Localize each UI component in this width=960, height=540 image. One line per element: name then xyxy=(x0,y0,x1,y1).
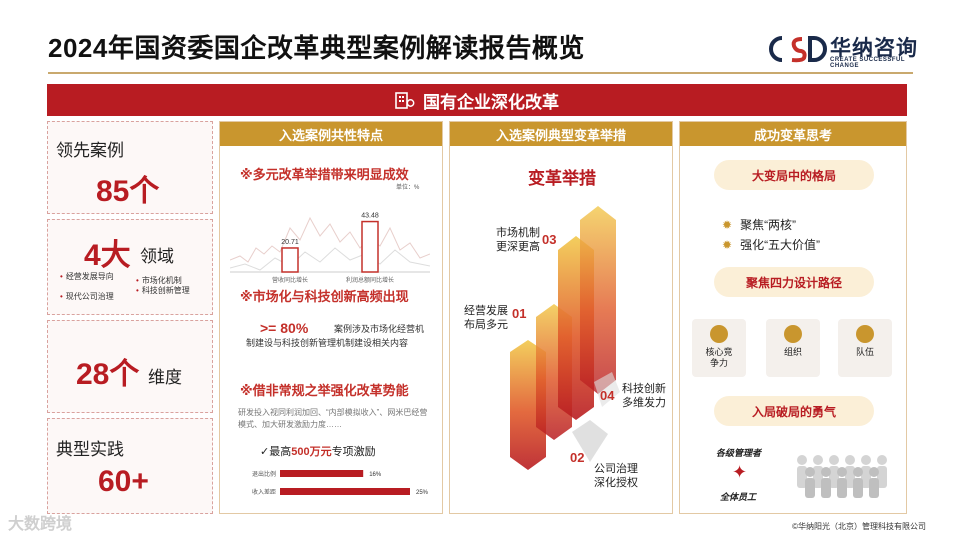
practices-label: 典型实践 xyxy=(56,440,124,459)
category-label: 利润总额同比增长 xyxy=(346,276,394,284)
managers-label: 各级管理者 xyxy=(716,448,762,458)
common-features-panel: 入选案例共性特点 ※多元改革举措带来明显成效 单位：% 20.71 营收同比增长 4… xyxy=(219,121,443,514)
dimensions-label: 维度 xyxy=(148,368,182,387)
title-divider xyxy=(48,72,913,74)
team-icon xyxy=(856,325,874,343)
banner: 国有企业深化改革 xyxy=(47,84,907,116)
leading-cases-label: 领先案例 xyxy=(56,141,124,160)
courage-pill: 入局破局的勇气 xyxy=(714,396,874,426)
success-thinking-panel: 成功变革思考 大变局中的格局 ✹ 聚焦“两核” ✹ 强化“五大价值” 聚焦四力设计路… xyxy=(679,121,907,514)
measure-num-03: 03 xyxy=(542,232,557,247)
copyright: ©华纳阳光（北京）管理科技有限公司 xyxy=(792,522,926,531)
point-item: ✹ 聚焦“两核” xyxy=(722,218,797,232)
measure-num-04: 04 xyxy=(600,388,615,403)
building-icon xyxy=(395,92,415,109)
ascending-bars-graphic xyxy=(510,206,620,470)
chart-bar xyxy=(280,488,410,495)
core-competence-icon xyxy=(710,325,728,343)
stat-text: 案例涉及市场化经营机制建设与科技创新管理机制建设相关内容 xyxy=(246,324,425,348)
measure-item-02: 公司治理 深化授权 xyxy=(594,463,638,489)
dimensions-value: 28个 xyxy=(76,358,140,391)
panel-header: 入选案例共性特点 xyxy=(220,122,442,146)
reward-prefix: ✓最高 xyxy=(260,446,292,458)
domains-value: 4大 xyxy=(84,239,131,272)
measure-item-04: 科技创新 多维发力 xyxy=(622,383,666,409)
bar-value-label: 25% xyxy=(416,490,429,496)
category-label: 营收同比增长 xyxy=(272,276,308,284)
chart-bar xyxy=(281,247,299,273)
force-card: 队伍 xyxy=(838,319,892,377)
domains-box: 4大 领域 经营发展导向 现代公司治理 市场化机制 科技创新管理 xyxy=(47,219,213,315)
measure-item-01: 经营发展 布局多元 xyxy=(464,305,508,331)
domain-item: 经营发展导向 xyxy=(60,272,130,282)
path-pill: 聚焦四力设计路径 xyxy=(714,267,874,297)
company-logo: 华纳咨询 CREATE SUCCESSFUL CHANGE xyxy=(768,32,920,69)
banner-text: 国有企业深化改革 xyxy=(423,92,559,112)
domains-label: 领域 xyxy=(140,247,174,266)
practices-box: 典型实践 60+ xyxy=(47,418,213,514)
domain-item: 科技创新管理 xyxy=(136,286,206,296)
chart-bar xyxy=(361,220,379,273)
reform-measures-panel: 入选案例典型变革举措 变革举措 市场机制 更深更高 03 经营发展 布局多元 0… xyxy=(449,121,673,514)
incentive-chart: 退出比例 16% 收入差距 25% xyxy=(252,470,429,496)
logo-name: 华纳咨询 xyxy=(830,37,918,60)
watermark: 大数跨境 xyxy=(8,516,73,533)
stat-percent: >= 80% xyxy=(260,320,309,336)
category-label: 退出比例 xyxy=(252,470,276,478)
sun-icon: ✹ xyxy=(722,238,733,252)
reward-amount: 500万元 xyxy=(291,446,332,458)
section-heading: ※多元改革举措带来明显成效 xyxy=(240,167,409,182)
category-label: 收入差距 xyxy=(252,488,276,496)
section-heading: ※市场化与科技创新高频出现 xyxy=(240,289,409,304)
bar-value-label: 20.71 xyxy=(281,239,299,246)
force-card: 核心竞 争力 xyxy=(692,319,746,377)
measure-num-01: 01 xyxy=(512,306,527,321)
crowd-icon xyxy=(797,455,887,498)
measure-num-02: 02 xyxy=(570,450,585,465)
left-column: 领先案例 85个 4大 领域 经营发展导向 现代公司治理 市场化机制 科技创新管… xyxy=(47,121,213,514)
force-card: 组织 xyxy=(766,319,820,377)
plus-icon: ✦ xyxy=(732,462,748,482)
staff-label: 全体员工 xyxy=(720,492,757,502)
bar-value-label: 43.48 xyxy=(361,213,379,220)
chart-unit: 单位：% xyxy=(396,185,420,191)
chart-bar xyxy=(280,470,364,477)
measures-title: 变革举措 xyxy=(528,169,596,188)
pattern-pill: 大变局中的格局 xyxy=(714,160,874,190)
page-title: 2024年国资委国企改革典型案例解读报告概览 xyxy=(48,33,585,63)
point-item: ✹ 强化“五大价值” xyxy=(722,238,821,252)
dimensions-box: 28个 维度 xyxy=(47,320,213,413)
leading-cases-box: 领先案例 85个 xyxy=(47,121,213,214)
measures-desc: 研发投入视同利润加回、“内部模拟收入”、网米巴经营模式、加大研发激励力度…… xyxy=(238,408,428,429)
panel-header: 入选案例典型变革举措 xyxy=(450,122,672,146)
panel-header: 成功变革思考 xyxy=(680,122,906,146)
section-heading: ※借非常规之举强化改革势能 xyxy=(240,383,409,398)
csd-logo-icon xyxy=(769,36,827,63)
domain-item: 现代公司治理 xyxy=(60,292,130,302)
sun-icon: ✹ xyxy=(722,218,733,232)
domain-item: 市场化机制 xyxy=(136,276,206,286)
growth-chart: 20.71 营收同比增长 43.48 利润总额同比增长 xyxy=(230,213,430,284)
reward-line: ✓最高500万元专项激励 xyxy=(260,443,376,459)
logo-tagline: CREATE SUCCESSFUL CHANGE xyxy=(830,57,905,69)
practices-value: 60+ xyxy=(98,465,149,498)
bar-value-label: 16% xyxy=(369,472,382,478)
organization-icon xyxy=(784,325,802,343)
reward-suffix: 专项激励 xyxy=(331,446,376,458)
measure-item-03: 市场机制 更深更高 xyxy=(496,227,540,253)
leading-cases-value: 85个 xyxy=(96,175,160,208)
